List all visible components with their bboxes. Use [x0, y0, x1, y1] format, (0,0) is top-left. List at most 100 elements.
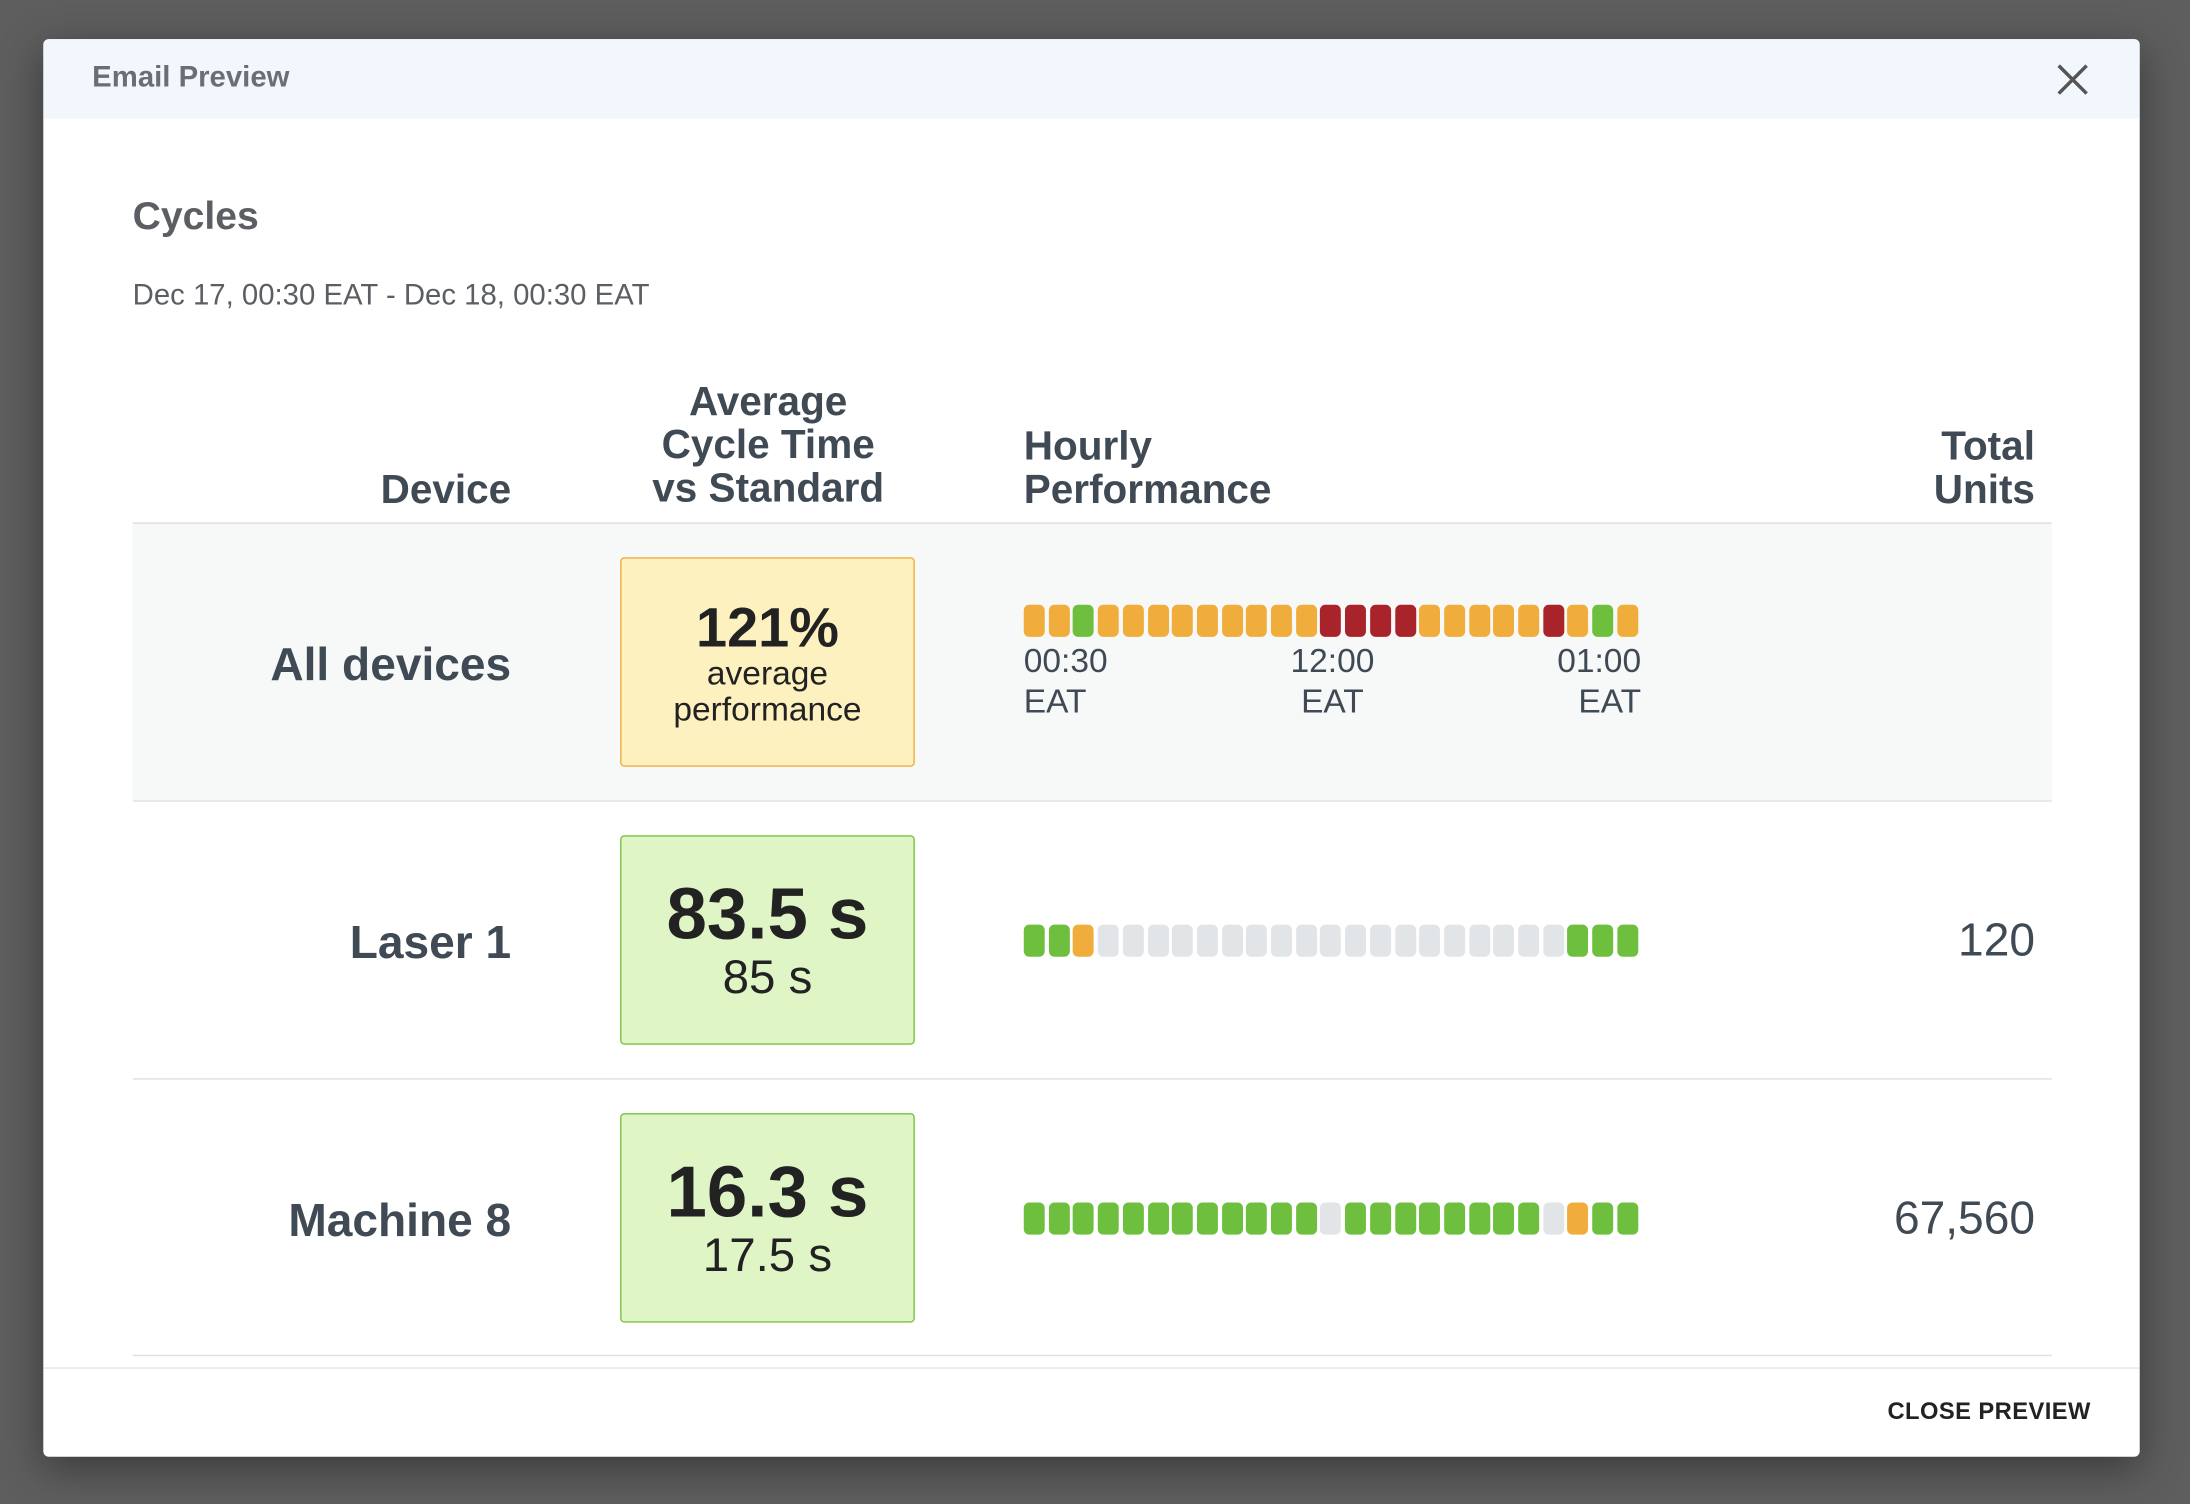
hour-cell [1172, 924, 1194, 957]
hour-cell [1073, 604, 1095, 637]
hour-cell [1369, 1202, 1391, 1235]
col-header: Total Units [1933, 424, 2035, 513]
dialog: Email Preview Cycles Dec 17, 00:30 EAT -… [43, 39, 2140, 1457]
table-row: Laser 1 83.5 s 85 s 120 [132, 800, 2052, 1079]
metric-value: 83.5 s [666, 874, 869, 956]
metric-standard: 85 s [722, 951, 813, 1005]
total-units: 120 [1958, 913, 2035, 966]
hour-cell [1444, 1202, 1465, 1235]
hour-cell [1196, 604, 1218, 637]
hour-cell [1493, 1202, 1515, 1235]
metric-sub: average performance [673, 655, 862, 730]
hour-cell [1592, 1202, 1614, 1235]
hour-cell [1617, 924, 1639, 957]
hour-cell [1270, 604, 1292, 637]
hour-cell [1048, 1202, 1070, 1235]
hour-cell [1345, 604, 1367, 637]
axis-label: 12:00 EAT [1290, 642, 1375, 721]
hour-cell [1567, 1202, 1589, 1235]
table-row: Machine 8 16.3 s 17.5 s 67,560 [132, 1078, 2052, 1357]
hour-cell [1617, 604, 1639, 637]
hour-cell [1369, 924, 1391, 957]
hour-cell [1048, 604, 1070, 637]
hour-cell [1048, 924, 1070, 957]
hour-cell [1567, 924, 1589, 957]
hour-cell [1345, 1202, 1367, 1235]
col-header: Hourly Performance [1023, 424, 1272, 513]
dialog-title: Email Preview [92, 61, 290, 94]
close-icon[interactable] [2056, 63, 2090, 97]
hour-cell [1394, 1202, 1416, 1235]
total-units: 67,560 [1893, 1191, 2035, 1244]
hour-cell [1122, 604, 1144, 637]
hour-cell [1419, 604, 1441, 637]
hour-cell [1345, 924, 1367, 957]
hour-cell [1246, 604, 1268, 637]
hour-cell [1097, 1202, 1119, 1235]
metric-box: 83.5 s 85 s [620, 835, 915, 1045]
divider [132, 1354, 2052, 1357]
hour-cell [1147, 924, 1169, 957]
hour-cell [1444, 604, 1465, 637]
hour-cell [1221, 604, 1243, 637]
hour-cell [1147, 1202, 1169, 1235]
hour-cell [1270, 1202, 1292, 1235]
hour-cell [1419, 924, 1441, 957]
device-name: All devices [270, 638, 512, 690]
hour-cell [1542, 604, 1564, 637]
hour-cell [1246, 924, 1268, 957]
hour-cell [1617, 1202, 1639, 1235]
col-header: Average Cycle Time vs Standard [652, 379, 885, 512]
hour-cell [1023, 604, 1045, 637]
hour-cell [1147, 604, 1169, 637]
hour-cell [1172, 604, 1194, 637]
hour-cell [1468, 1202, 1490, 1235]
metric-standard: 17.5 s [702, 1229, 833, 1283]
hour-cell [1196, 1202, 1218, 1235]
metric-box: 121% average performance [620, 557, 915, 767]
hour-cell [1419, 1202, 1441, 1235]
hour-cell [1320, 924, 1342, 957]
hour-cell [1542, 1202, 1564, 1235]
hour-cell [1073, 1202, 1095, 1235]
hour-cell [1221, 1202, 1243, 1235]
axis-label: 00:30 EAT [1023, 642, 1108, 721]
report-title: Cycles [132, 194, 259, 238]
hour-cell [1246, 1202, 1268, 1235]
hour-cell [1518, 1202, 1540, 1235]
hour-cell [1295, 604, 1317, 637]
hour-cell [1369, 604, 1391, 637]
hour-cell [1023, 924, 1045, 957]
hour-cell [1567, 604, 1589, 637]
hour-cell [1444, 924, 1465, 957]
hour-cell [1394, 604, 1416, 637]
metric-value: 121% [696, 597, 839, 660]
device-name: Machine 8 [288, 1194, 512, 1246]
hour-cell [1097, 924, 1119, 957]
table-row: All devices 121% average performance 00:30 … [132, 522, 2052, 801]
date-range: Dec 17, 00:30 EAT - Dec 18, 00:30 EAT [132, 279, 650, 312]
hour-cell [1023, 1202, 1045, 1235]
hour-cell [1122, 924, 1144, 957]
hour-cell [1320, 604, 1342, 637]
device-name: Laser 1 [349, 916, 512, 968]
hour-cell [1493, 604, 1515, 637]
hour-cell [1221, 924, 1243, 957]
col-header: Device [380, 467, 512, 513]
dialog-header: Email Preview [43, 39, 2140, 119]
footer: CLOSE PREVIEW [43, 1367, 2140, 1425]
hour-cell [1592, 604, 1614, 637]
hour-cell [1122, 1202, 1144, 1235]
hour-cell [1172, 1202, 1194, 1235]
hour-cell [1270, 924, 1292, 957]
hour-cell [1394, 924, 1416, 957]
hour-cell [1518, 604, 1540, 637]
close-preview-button[interactable]: CLOSE PREVIEW [1887, 1398, 2091, 1425]
metric-value: 16.3 s [666, 1152, 869, 1234]
hour-cell [1320, 1202, 1342, 1235]
hour-cell [1196, 924, 1218, 957]
hour-cell [1542, 924, 1564, 957]
axis-label: 01:00 EAT [1557, 642, 1642, 721]
